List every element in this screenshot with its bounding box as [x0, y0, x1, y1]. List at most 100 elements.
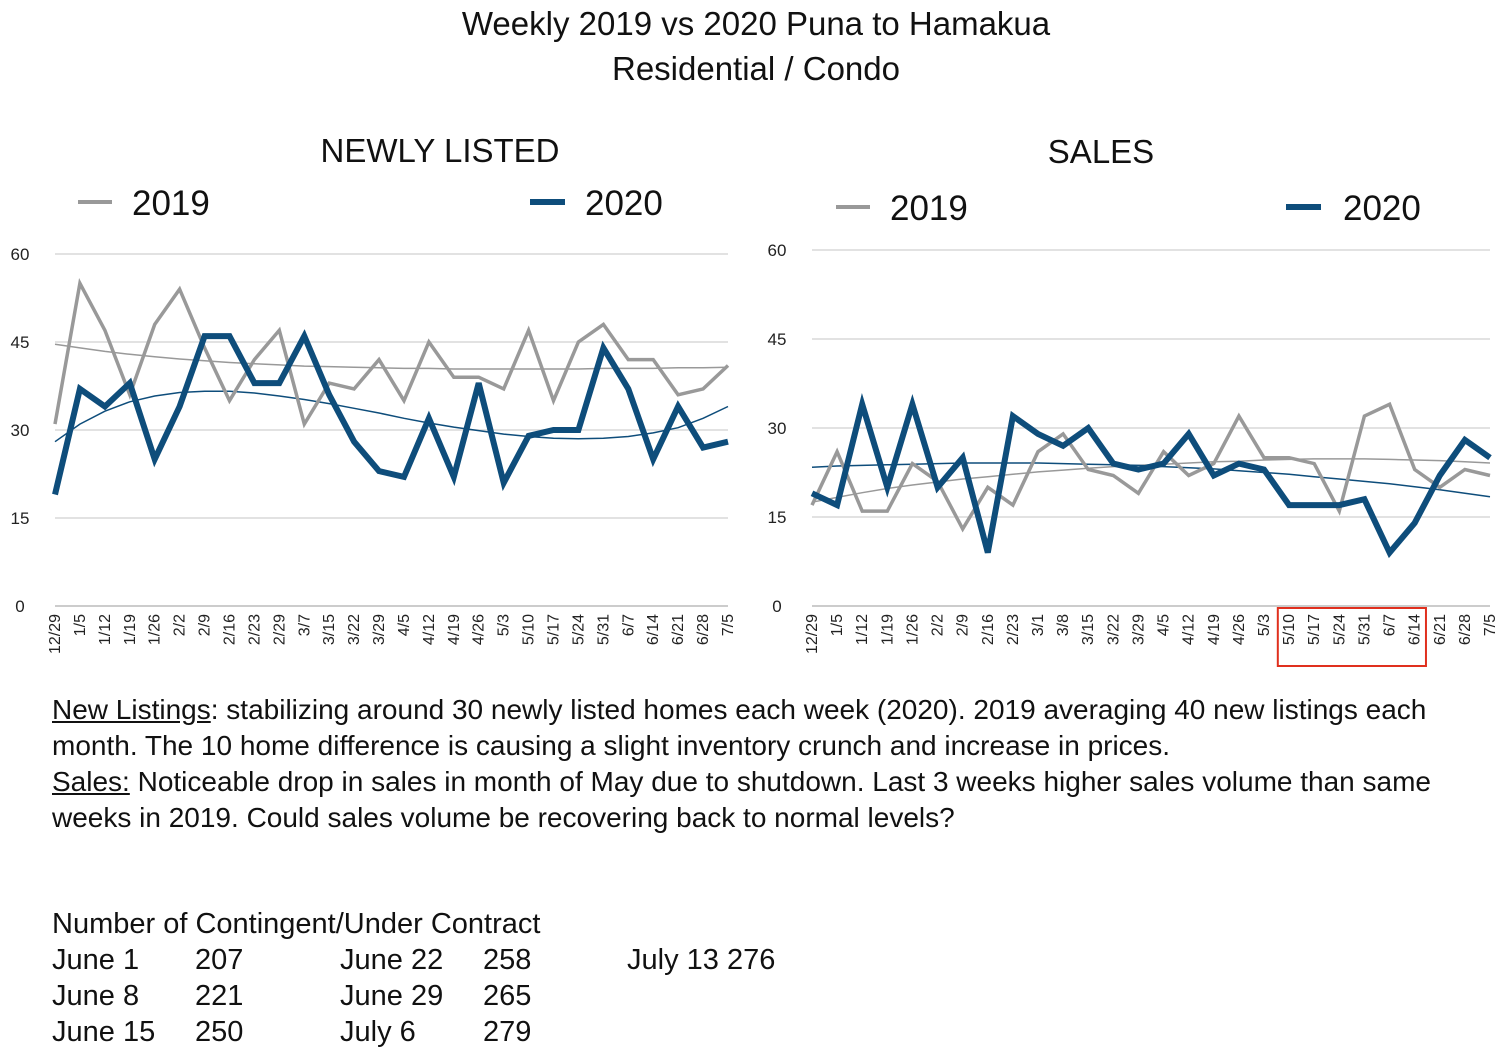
- y-tick-label: 0: [772, 597, 781, 616]
- sales-chart: SALES 2019 2020 0 15 30 45 60 12/29 1/5 1/12 1/19 1/…: [768, 133, 1499, 667]
- sales-label: Sales:: [52, 766, 130, 797]
- x-tick-label: 6/28: [695, 614, 712, 645]
- y-tick-label: 60: [11, 245, 30, 264]
- y-tick-label: 30: [768, 419, 787, 438]
- newly-listed-chart: NEWLY LISTED 2019 2020 0 15 30 45 60 12/29 1/5 1/1…: [11, 132, 737, 654]
- x-tick-label: 3/1: [1030, 614, 1047, 636]
- x-tick-label: 5/3: [496, 614, 513, 636]
- x-tick-label: 1/12: [854, 614, 871, 645]
- x-tick-label: 6/14: [645, 614, 662, 645]
- contingent-count: 207: [195, 944, 244, 976]
- x-tick-label: 1/19: [122, 614, 139, 645]
- page-title: Weekly 2019 vs 2020 Puna to Hamakua: [461, 5, 1051, 42]
- series-line-2019: [810, 401, 1491, 533]
- x-tick-label: 1/12: [97, 614, 114, 645]
- y-tick-label: 15: [768, 508, 787, 527]
- notes: New Listings: stabilizing around 30 newl…: [52, 692, 1492, 836]
- x-tick-label: 2/9: [197, 614, 214, 636]
- legend-label-2019: 2019: [890, 189, 968, 228]
- contingent-count: 265: [483, 980, 532, 1012]
- series-line-2019: [53, 277, 730, 429]
- contingent-date: June 1: [52, 944, 140, 976]
- x-tick-label: 3/15: [321, 614, 338, 645]
- contingent-count: 250: [195, 1016, 244, 1048]
- sales-note: Sales: Noticeable drop in sales in month…: [52, 764, 1492, 836]
- x-tick-label: 3/7: [296, 614, 313, 636]
- x-tick-label: 4/12: [1181, 614, 1198, 645]
- x-tick-label: 12/29: [47, 614, 64, 654]
- contingent-date: June 15: [52, 1016, 156, 1048]
- x-tick-label: 6/14: [1407, 614, 1424, 645]
- contingent-date: June 22: [340, 944, 444, 976]
- x-tick-label: 5/3: [1256, 614, 1273, 636]
- contingent-date: June 8: [52, 980, 140, 1012]
- legend-label-2020: 2020: [585, 184, 663, 223]
- contingent-count: 279: [483, 1016, 532, 1048]
- x-tick-label: 3/8: [1055, 614, 1072, 636]
- x-tick-label: 6/28: [1457, 614, 1474, 645]
- new-listings-label: New Listings: [52, 694, 211, 725]
- x-tick-label: 5/24: [1331, 614, 1348, 645]
- x-tick-label: 4/5: [396, 614, 413, 636]
- contingent-extra: July 13 276: [627, 944, 776, 976]
- x-tick-label: 7/5: [720, 614, 737, 636]
- contingent-count: 258: [483, 944, 532, 976]
- x-tick-label: 2/23: [246, 614, 263, 645]
- x-tick-label: 1/19: [879, 614, 896, 645]
- x-tick-label: 12/29: [804, 614, 821, 654]
- contingent-count: 221: [195, 980, 244, 1012]
- x-tick-label: 5/17: [546, 614, 563, 645]
- contingent-date: July 6: [340, 1016, 416, 1048]
- sales-text: Noticeable drop in sales in month of May…: [52, 766, 1431, 833]
- x-tick-label: 1/26: [904, 614, 921, 645]
- x-tick-label: 3/29: [1130, 614, 1147, 645]
- x-tick-label: 4/26: [1231, 614, 1248, 645]
- legend-label-2020: 2020: [1343, 189, 1421, 228]
- x-tick-label: 3/15: [1080, 614, 1097, 645]
- x-tick-label: 6/7: [620, 614, 637, 636]
- x-tick-label: 4/19: [1206, 614, 1223, 645]
- x-tick-label: 2/23: [1005, 614, 1022, 645]
- x-tick-label: 7/5: [1482, 614, 1499, 636]
- x-tick-label: 2/29: [271, 614, 288, 645]
- contingent-row: June 15 250 July 6 279: [52, 1014, 540, 1050]
- x-tick-label: 2/9: [955, 614, 972, 636]
- chart-title: NEWLY LISTED: [320, 132, 559, 169]
- x-tick-label: 4/5: [1156, 614, 1173, 636]
- new-listings-note: New Listings: stabilizing around 30 newl…: [52, 692, 1492, 764]
- y-tick-label: 15: [11, 509, 30, 528]
- legend-label-2019: 2019: [132, 184, 210, 223]
- x-tick-label: 5/17: [1306, 614, 1323, 645]
- chart-title: SALES: [1048, 133, 1154, 170]
- series-line-2020: [810, 393, 1492, 559]
- x-tick-label: 2/16: [980, 614, 997, 645]
- x-tick-label: 1/26: [147, 614, 164, 645]
- x-tick-label: 6/21: [670, 614, 687, 645]
- x-tick-label: 3/22: [1105, 614, 1122, 645]
- contingent-row: June 8 221 June 29 265: [52, 978, 540, 1014]
- contingent-date: June 29: [340, 980, 444, 1012]
- x-tick-label: 2/2: [172, 614, 189, 636]
- y-tick-label: 0: [15, 597, 24, 616]
- x-tick-label: 6/21: [1432, 614, 1449, 645]
- x-tick-label: 4/19: [446, 614, 463, 645]
- series-line-2020: [52, 329, 729, 496]
- x-tick-label: 5/31: [1356, 614, 1373, 645]
- contingent-row: June 1 207 June 22 258 July 13 276: [52, 942, 775, 978]
- x-tick-label: 1/5: [72, 614, 89, 636]
- page-subtitle: Residential / Condo: [611, 50, 900, 87]
- x-tick-label: 2/16: [221, 614, 238, 645]
- x-tick-label: 4/12: [421, 614, 438, 645]
- trendline-2020: [54, 390, 729, 443]
- x-tick-label: 5/10: [1281, 614, 1298, 645]
- x-tick-label: 6/7: [1382, 614, 1399, 636]
- highlight-box: [1276, 607, 1427, 667]
- x-tick-label: 4/26: [471, 614, 488, 645]
- x-tick-label: 3/29: [371, 614, 388, 645]
- contingent-heading: Number of Contingent/Under Contract: [52, 908, 541, 940]
- y-tick-label: 45: [768, 330, 787, 349]
- x-tick-label: 5/31: [595, 614, 612, 645]
- x-tick-label: 1/5: [829, 614, 846, 636]
- y-tick-label: 60: [768, 241, 787, 260]
- x-tick-label: 2/2: [930, 614, 947, 636]
